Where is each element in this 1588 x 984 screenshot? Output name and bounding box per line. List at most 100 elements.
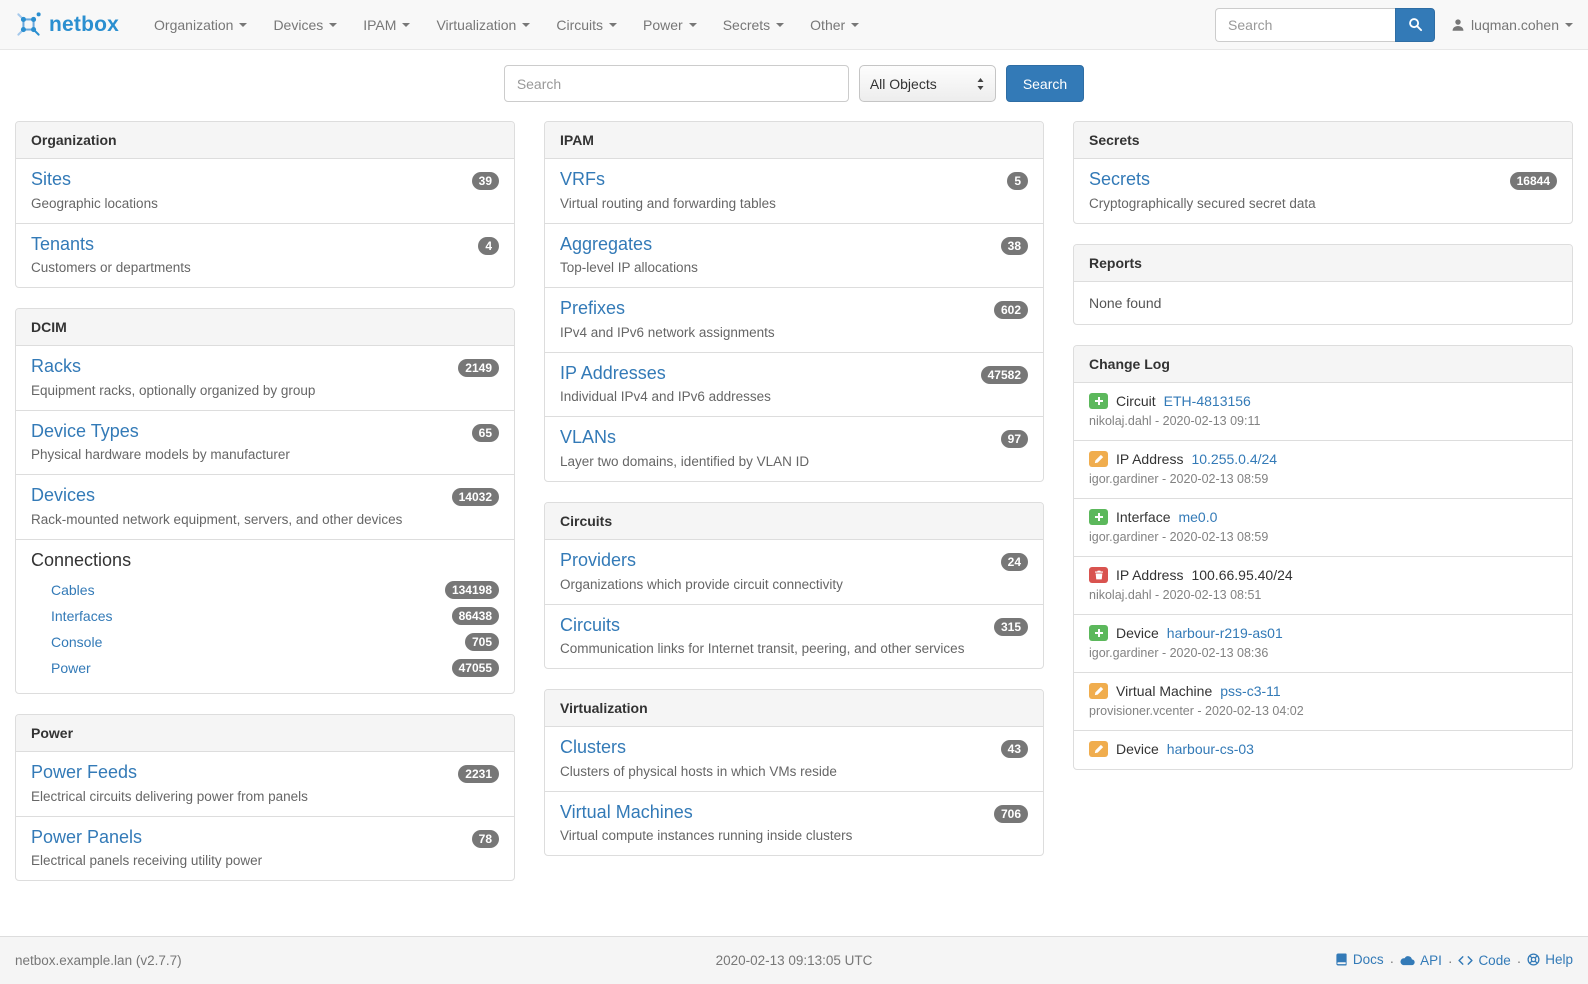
item-description: Clusters of physical hosts in which VMs … [560, 763, 837, 779]
clusters-link[interactable]: Clusters [560, 737, 627, 758]
vrfs-link[interactable]: VRFs [560, 169, 605, 189]
list-item: 2149 Racks Equipment racks, optionally o… [16, 346, 514, 410]
devices-link[interactable]: Devices [31, 485, 96, 506]
item-description: Geographic locations [31, 195, 158, 211]
power-panels-link[interactable]: Power Panels [31, 826, 143, 847]
nav-label: Other [810, 16, 846, 33]
object-link[interactable]: pss-c3-11 [1220, 682, 1281, 699]
nav-item-devices[interactable]: Devices [260, 0, 350, 50]
changelog-meta: provisioner.vcenter - 2020-02-13 04:02 [1089, 703, 1304, 718]
item-description: Communication links for Internet transit… [560, 641, 965, 657]
code-link[interactable]: Code [1458, 953, 1511, 968]
aggregates-link[interactable]: Aggregates [560, 233, 653, 254]
added-icon [1089, 624, 1108, 641]
user-icon [1451, 18, 1465, 32]
changelog-entry: IP Address 100.66.95.40/24 nikolaj.dahl … [1074, 555, 1572, 614]
nav-label: Power [643, 16, 683, 33]
count-badge: 24 [1000, 552, 1028, 571]
select-stepper-icon [976, 77, 985, 91]
panel-title: Circuits [545, 502, 1043, 540]
help-link[interactable]: Help [1527, 952, 1573, 967]
edited-icon [1089, 682, 1108, 699]
virtual-machines-link[interactable]: Virtual Machines [560, 801, 693, 822]
circuits-link[interactable]: Circuits [560, 614, 621, 635]
list-item: 78 Power Panels Electrical panels receiv… [16, 815, 514, 881]
global-search-button[interactable]: Search [1005, 65, 1085, 102]
column-left: Organization 39 Sites Geographic locatio… [15, 121, 515, 901]
object-link[interactable]: 10.255.0.4/24 [1191, 450, 1278, 467]
count-badge: 65 [471, 423, 499, 442]
added-icon [1089, 392, 1108, 409]
nav-label: Secrets [722, 16, 771, 33]
panel-dcim: DCIM 2149 Racks Equipment racks, optiona… [15, 308, 515, 694]
navbar-search-button[interactable] [1395, 7, 1436, 42]
code-icon [1458, 955, 1474, 966]
object-link[interactable]: harbour-r219-as01 [1166, 624, 1283, 641]
changelog-meta: igor.gardiner - 2020-02-13 08:59 [1089, 529, 1269, 544]
racks-link[interactable]: Racks [31, 356, 82, 377]
count-badge: 705 [464, 632, 499, 651]
vlans-link[interactable]: VLANs [560, 427, 617, 448]
object-link[interactable]: ETH-4813156 [1163, 392, 1251, 409]
object-link[interactable]: me0.0 [1178, 508, 1218, 525]
panel-secrets: Secrets 16844 Secrets Cryptographically … [1073, 121, 1573, 224]
panel-reports: Reports None found [1073, 243, 1573, 325]
panel-title: IPAM [545, 122, 1043, 159]
nav-item-secrets[interactable]: Secrets [710, 0, 797, 50]
nav-item-circuits[interactable]: Circuits [543, 0, 630, 50]
ip-addresses-link[interactable]: IP Addresses [560, 362, 666, 383]
life-ring-icon [1527, 953, 1540, 966]
nav-item-organization[interactable]: Organization [141, 0, 260, 50]
providers-link[interactable]: Providers [560, 549, 637, 570]
username: luqman.cohen [1471, 16, 1559, 33]
count-badge: 315 [993, 617, 1028, 636]
cables-link[interactable]: Cables [51, 581, 95, 598]
prefixes-link[interactable]: Prefixes [560, 298, 626, 319]
console-link[interactable]: Console [51, 633, 103, 650]
connection-row: Console 705 [31, 629, 499, 655]
netbox-logo-icon [15, 11, 42, 38]
panel-title: Reports [1074, 244, 1572, 282]
object-type-select[interactable]: All Objects [858, 65, 996, 102]
navbar-search-input[interactable] [1215, 7, 1396, 42]
chevron-down-icon [688, 22, 697, 27]
list-item: 24 Providers Organizations which provide… [545, 540, 1043, 604]
dashboard: Organization 39 Sites Geographic locatio… [0, 119, 1588, 901]
object-link[interactable]: harbour-cs-03 [1166, 740, 1254, 757]
sites-link[interactable]: Sites [31, 169, 72, 189]
changelog-meta: nikolaj.dahl - 2020-02-13 09:11 [1089, 413, 1261, 428]
count-badge: 134198 [444, 580, 499, 599]
item-description: IPv4 and IPv6 network assignments [560, 324, 775, 340]
list-item: 38 Aggregates Top-level IP allocations [545, 222, 1043, 288]
count-badge: 47582 [980, 365, 1028, 384]
secrets-link[interactable]: Secrets [1089, 169, 1151, 189]
list-item: 602 Prefixes IPv4 and IPv6 network assig… [545, 287, 1043, 352]
docs-link[interactable]: Docs [1335, 952, 1384, 967]
power-link[interactable]: Power [51, 659, 91, 676]
changelog-meta: nikolaj.dahl - 2020-02-13 08:51 [1089, 587, 1262, 602]
interfaces-link[interactable]: Interfaces [51, 607, 113, 624]
netbox-brand[interactable]: netbox [15, 11, 119, 38]
item-description: Organizations which provide circuit conn… [560, 576, 843, 592]
tenants-link[interactable]: Tenants [31, 233, 95, 254]
item-description: Physical hardware models by manufacturer [31, 447, 290, 463]
footer-link-label: Help [1545, 952, 1573, 967]
edited-icon [1089, 740, 1108, 757]
api-link[interactable]: API [1400, 953, 1442, 968]
object-type: Device [1116, 740, 1159, 757]
changelog-meta: igor.gardiner - 2020-02-13 08:59 [1089, 471, 1269, 486]
nav-item-ipam[interactable]: IPAM [350, 0, 423, 50]
nav-item-other[interactable]: Other [797, 0, 872, 50]
item-description: Layer two domains, identified by VLAN ID [560, 453, 810, 469]
changelog-entry: Device harbour-r219-as01 igor.gardiner -… [1074, 613, 1572, 672]
power-feeds-link[interactable]: Power Feeds [31, 761, 138, 782]
nav-item-power[interactable]: Power [630, 0, 710, 50]
global-search-input[interactable] [503, 65, 849, 102]
nav-label: Organization [154, 16, 234, 33]
list-item: 2231 Power Feeds Electrical circuits del… [16, 752, 514, 816]
device-types-link[interactable]: Device Types [31, 420, 139, 441]
count-badge: 602 [993, 301, 1028, 320]
nav-item-virtualization[interactable]: Virtualization [423, 0, 543, 50]
item-description: Electrical circuits delivering power fro… [31, 788, 308, 804]
user-menu[interactable]: luqman.cohen [1451, 17, 1573, 33]
